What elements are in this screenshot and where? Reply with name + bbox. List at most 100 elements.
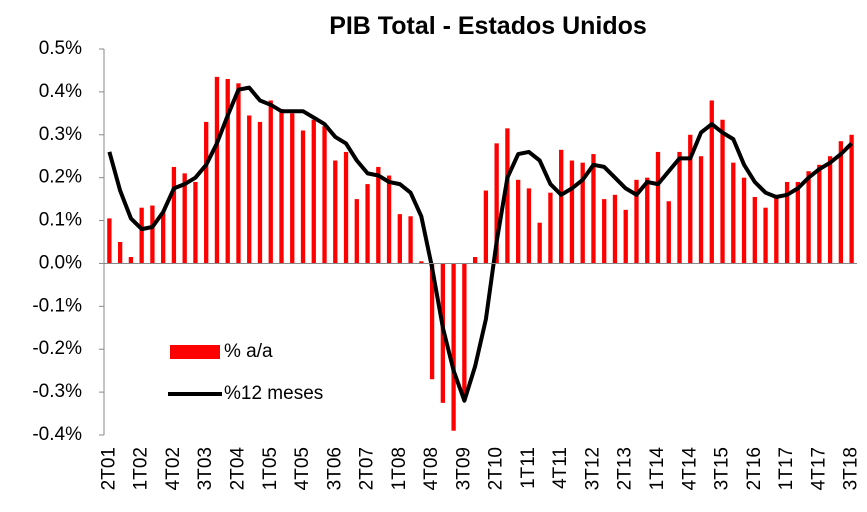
bar (677, 151, 682, 264)
bar (709, 100, 714, 264)
y-tick-label: 0.3% (39, 124, 82, 145)
bar (591, 154, 596, 264)
bar (526, 188, 532, 264)
x-tick-label: 1T02 (131, 447, 152, 490)
line (107, 85, 854, 403)
bar (752, 196, 757, 264)
y-tick-label: 0.4% (39, 81, 82, 102)
x-tick-label: 1T17 (776, 447, 797, 490)
y-tick-label: -0.1% (32, 295, 82, 316)
x-tick-label: 2T01 (98, 447, 119, 490)
x-tick-label: 3T15 (712, 447, 733, 490)
bar (225, 79, 230, 264)
legend-label: % a/a (224, 341, 273, 362)
y-tick-label: 0.2% (39, 167, 82, 188)
bar (161, 211, 166, 264)
x-tick-label: 1T08 (389, 447, 410, 490)
bar (580, 162, 585, 264)
bar (128, 257, 134, 264)
bar (655, 151, 661, 264)
x-tick-label: 2T16 (744, 447, 765, 490)
bar (559, 149, 564, 264)
x-tick-label: 3T18 (841, 447, 862, 490)
bar (182, 173, 187, 264)
bar (386, 175, 392, 264)
bar (806, 171, 811, 264)
x-tick-label: 2T07 (357, 447, 378, 490)
bar (451, 263, 456, 431)
bar (515, 179, 521, 264)
x-tick-label: 1T14 (647, 447, 668, 491)
bar (333, 160, 338, 264)
bar (612, 194, 618, 264)
x-tick-label: 1T05 (260, 447, 281, 490)
bar (849, 134, 854, 264)
bar (731, 162, 736, 264)
bar (311, 119, 316, 264)
bar (698, 156, 704, 264)
y-tick-label: -0.4% (32, 424, 82, 445)
x-tick-label: 3T03 (195, 447, 216, 490)
bar (623, 209, 628, 264)
bar (784, 181, 790, 264)
x-tick-label: 2T04 (227, 447, 248, 491)
bar (634, 179, 639, 264)
bar (365, 184, 370, 264)
x-tick-label: 4T08 (421, 447, 442, 490)
legend-label: %12 meses (224, 383, 323, 404)
bar (774, 194, 779, 264)
bar (257, 121, 263, 264)
x-tick-label: 3T12 (582, 447, 603, 490)
x-tick-label: 4T02 (163, 447, 184, 490)
bar (602, 199, 607, 264)
x-tick-label: 4T05 (292, 447, 313, 490)
bar (236, 83, 241, 264)
bar (838, 141, 844, 264)
bar (645, 177, 650, 264)
y-tick-label: 0.0% (39, 252, 82, 273)
bar (666, 201, 671, 264)
bar (720, 119, 725, 264)
bar (268, 100, 273, 264)
bar (462, 263, 467, 401)
bar (214, 76, 220, 264)
bar (150, 205, 155, 264)
bar (537, 222, 542, 264)
bar (343, 151, 349, 264)
bar (300, 130, 306, 264)
x-tick-label: 3T06 (324, 447, 345, 490)
bar (827, 156, 833, 264)
bar (204, 121, 209, 264)
bar (505, 128, 510, 264)
x-tick-label: 2T13 (615, 447, 636, 490)
bar (472, 257, 478, 264)
bar (763, 207, 768, 264)
bar (548, 192, 553, 264)
bar (741, 177, 747, 264)
bar (322, 126, 327, 264)
bar (483, 190, 489, 264)
bar (290, 113, 295, 264)
bar (419, 261, 424, 264)
bar (429, 263, 435, 380)
y-tick-label: -0.2% (32, 338, 82, 359)
bar (117, 242, 123, 264)
bar (688, 134, 693, 264)
y-tick-label: 0.1% (39, 210, 82, 231)
bar (279, 109, 284, 264)
x-tick-label: 4T11 (550, 447, 571, 489)
bar (171, 166, 177, 264)
bar (107, 218, 112, 264)
bar (795, 181, 800, 264)
bar (408, 216, 413, 264)
legend-swatch (170, 345, 220, 359)
bar (569, 160, 575, 264)
bar (817, 164, 822, 264)
bar (397, 214, 402, 264)
bar (376, 166, 381, 264)
y-tick-label: -0.3% (32, 381, 82, 402)
bar (247, 115, 252, 264)
bar (494, 143, 499, 264)
bar (139, 207, 144, 264)
